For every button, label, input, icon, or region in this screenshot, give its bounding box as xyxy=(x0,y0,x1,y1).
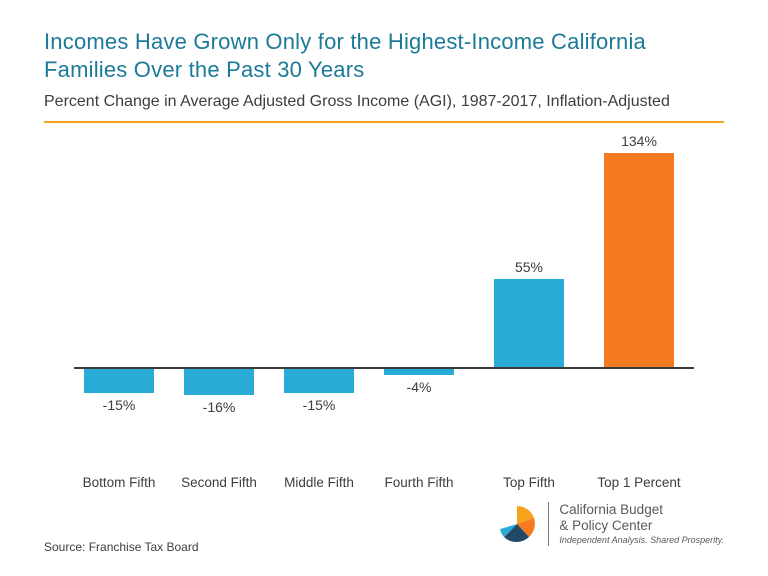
chart-subtitle: Percent Change in Average Adjusted Gross… xyxy=(44,93,724,111)
bar-value-label: 55% xyxy=(494,259,564,275)
bar: 134% xyxy=(604,153,674,367)
chart-title: Incomes Have Grown Only for the Highest-… xyxy=(44,28,724,83)
category-label: Top 1 Percent xyxy=(589,475,689,490)
category-labels: Bottom FifthSecond FifthMiddle FifthFour… xyxy=(74,475,694,495)
chart-area: -15%-16%-15%-4%55%134% Bottom FifthSecon… xyxy=(74,135,694,465)
logo-mark-icon xyxy=(496,503,538,545)
category-label: Middle Fifth xyxy=(269,475,369,490)
bar: -4% xyxy=(384,369,454,375)
bar: -15% xyxy=(84,369,154,393)
logo-name-line2: & Policy Center xyxy=(559,518,724,534)
title-rule xyxy=(44,121,724,123)
category-label: Second Fifth xyxy=(169,475,269,490)
category-label: Fourth Fifth xyxy=(369,475,469,490)
logo-name-line1: California Budget xyxy=(559,502,724,518)
logo-tagline: Independent Analysis. Shared Prosperity. xyxy=(559,535,724,545)
logo-divider xyxy=(548,502,549,546)
bar-value-label: -15% xyxy=(84,397,154,413)
source-text: Source: Franchise Tax Board xyxy=(44,540,199,554)
chart-container: Incomes Have Grown Only for the Highest-… xyxy=(0,0,768,576)
bar: -16% xyxy=(184,369,254,395)
bar-value-label: -15% xyxy=(284,397,354,413)
bar: 55% xyxy=(494,279,564,367)
bar-value-label: -4% xyxy=(384,379,454,395)
logo-text: California Budget & Policy Center Indepe… xyxy=(559,502,724,545)
bar-value-label: -16% xyxy=(184,399,254,415)
bar-chart: -15% -16% -15% -4% 55% 134% xyxy=(74,135,694,425)
bar-value-label: 134% xyxy=(604,133,674,149)
category-label: Top Fifth xyxy=(479,475,579,490)
category-label: Bottom Fifth xyxy=(69,475,169,490)
logo: California Budget & Policy Center Indepe… xyxy=(496,502,724,546)
bar: -15% xyxy=(284,369,354,393)
